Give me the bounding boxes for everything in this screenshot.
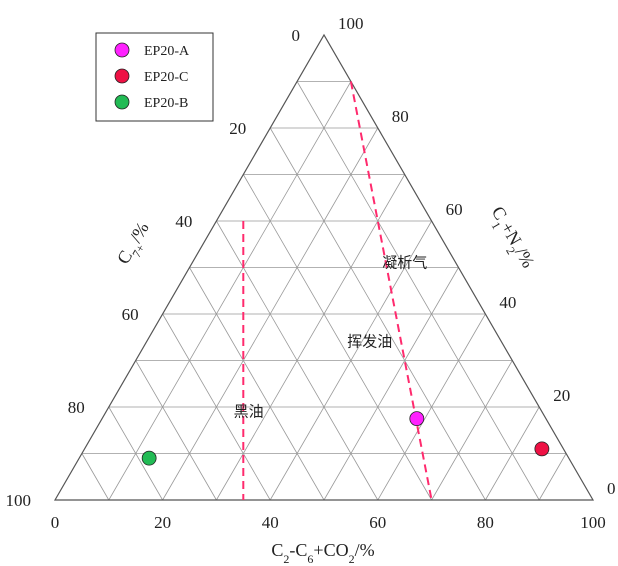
grid-line [242, 174, 432, 501]
legend-label: EP20-B [144, 96, 188, 111]
region-label: 黑油 [234, 402, 264, 420]
grid-line [485, 406, 540, 501]
grid-line [216, 174, 406, 501]
grid-line [296, 81, 540, 501]
legend-label: EP20-A [144, 44, 190, 59]
grid-line [377, 313, 486, 501]
grid-line [135, 360, 217, 501]
bottom-tick-label: 40 [262, 513, 279, 532]
grid-layer [53, 33, 595, 501]
left-tick-label: 60 [122, 305, 139, 324]
right-tick-label: 20 [553, 386, 570, 405]
region-label: 凝析气 [382, 254, 427, 272]
data-point [409, 411, 425, 427]
legend-marker [114, 42, 130, 58]
bottom-axis-label: C2-C6+CO2/% [271, 540, 374, 566]
boundary-layer [242, 81, 433, 501]
bottom-tick-label: 100 [580, 513, 606, 532]
data-point [141, 450, 157, 466]
grid-line [431, 360, 513, 501]
grid-line [108, 81, 352, 501]
region-label: 挥发油 [347, 333, 392, 351]
right-axis-label: C1+N2/% [483, 203, 539, 274]
left-tick-label: 80 [68, 398, 85, 417]
legend: EP20-A EP20-C EP20-B [95, 32, 214, 122]
grid-line [189, 267, 325, 501]
right-tick-label: 40 [499, 293, 516, 312]
legend-marker [114, 68, 130, 84]
data-point [534, 441, 550, 457]
left-tick-label: 0 [292, 26, 301, 45]
point-layer [141, 411, 550, 466]
legend-marker [114, 94, 130, 110]
grid-line [81, 453, 110, 501]
grid-line [162, 313, 271, 501]
left-tick-label: 20 [229, 119, 246, 138]
grid-line [323, 267, 459, 501]
left-tick-label: 40 [175, 212, 192, 231]
right-tick-label: 100 [338, 14, 364, 33]
right-tick-label: 80 [392, 107, 409, 126]
grid-line [108, 406, 163, 501]
bottom-tick-label: 0 [51, 513, 60, 532]
triangle-frame [53, 33, 595, 501]
left-axis-label: C7+/% [113, 219, 158, 271]
legend-label: EP20-C [144, 70, 188, 85]
right-tick-label: 0 [607, 479, 616, 498]
bottom-tick-label: 20 [154, 513, 171, 532]
bottom-tick-label: 80 [477, 513, 494, 532]
bottom-tick-label: 60 [369, 513, 386, 532]
right-tick-label: 60 [446, 200, 463, 219]
left-tick-label: 100 [6, 491, 32, 510]
grid-line [538, 453, 567, 501]
boundary-line [349, 81, 433, 501]
